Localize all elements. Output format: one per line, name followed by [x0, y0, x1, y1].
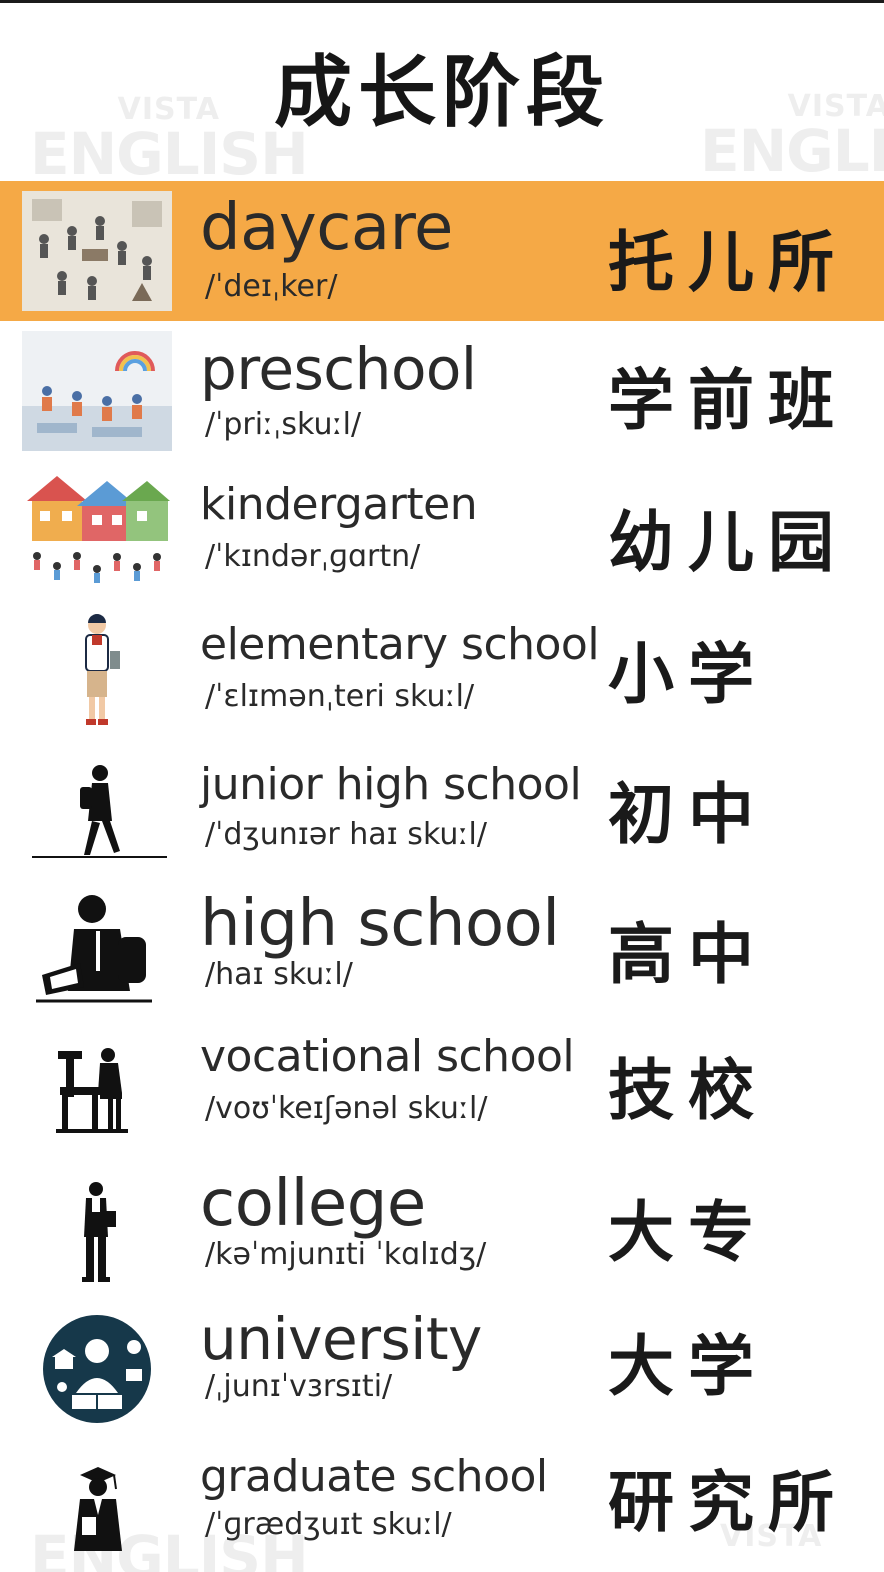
english-term: college	[200, 1167, 426, 1241]
phonetic-transcription: /ˈpriːˌskuːl/	[205, 407, 362, 442]
chinese-term: 大学	[608, 1327, 768, 1405]
machinist-icon	[22, 1031, 172, 1151]
stage-row-junior-high-school[interactable]: junior high school /ˈdʒunɪər haɪ skuːl/ …	[0, 741, 884, 881]
top-border	[0, 0, 884, 3]
watermark-logo: VISTA	[720, 1519, 823, 1554]
english-term: preschool	[200, 335, 477, 403]
phonetic-transcription: /kəˈmjunɪti ˈkɑlɪdʒ/	[205, 1237, 487, 1272]
english-term: kindergarten	[200, 479, 478, 530]
english-term: university	[200, 1305, 482, 1373]
phonetic-transcription: /voʊˈkeɪʃənəl skuːl/	[205, 1091, 488, 1126]
standing-student-icon	[22, 1171, 172, 1291]
english-term: elementary school	[200, 619, 600, 670]
stage-row-daycare[interactable]: daycare /ˈdeɪˌker/ 托儿所	[0, 181, 884, 321]
phonetic-transcription: /ˈɡrædʒuɪt skuːl/	[205, 1507, 452, 1542]
english-term: junior high school	[200, 759, 582, 810]
stage-row-kindergarten[interactable]: kindergarten /ˈkɪndərˌɡɑrtn/ 幼儿园	[0, 461, 884, 601]
stage-row-high-school[interactable]: high school /haɪ skuːl/ 高中	[0, 881, 884, 1021]
chinese-term: 幼儿园	[608, 503, 848, 581]
phonetic-transcription: /ˈdeɪˌker/	[205, 269, 338, 304]
stage-row-graduate-school[interactable]: graduate school /ˈɡrædʒuɪt skuːl/ 研究所	[0, 1441, 884, 1572]
graduate-cap-icon	[22, 1451, 172, 1571]
english-term: daycare	[200, 191, 453, 265]
phonetic-transcription: /haɪ skuːl/	[205, 957, 353, 992]
english-term: graduate school	[200, 1451, 548, 1502]
reading-student-icon	[22, 891, 172, 1011]
walking-student-icon	[22, 751, 172, 871]
daycare-illustration-icon	[22, 191, 172, 311]
chinese-term: 研究所	[608, 1463, 848, 1541]
chinese-term: 技校	[608, 1051, 768, 1129]
chinese-term: 高中	[608, 915, 768, 993]
watermark-logo: VISTA ENGLISH	[700, 89, 884, 185]
stage-row-preschool[interactable]: preschool /ˈpriːˌskuːl/ 学前班	[0, 321, 884, 461]
kindergarten-building-icon	[22, 471, 172, 591]
chinese-term: 大专	[608, 1193, 768, 1271]
stage-row-university[interactable]: university /ˌjunɪˈvɜrsɪti/ 大学	[0, 1301, 884, 1441]
stage-row-college[interactable]: college /kəˈmjunɪti ˈkɑlɪdʒ/ 大专	[0, 1161, 884, 1301]
english-term: high school	[200, 887, 560, 961]
phonetic-transcription: /ˈkɪndərˌɡɑrtn/	[205, 539, 421, 574]
page-title: 成长阶段	[273, 48, 610, 138]
phonetic-transcription: /ˌjunɪˈvɜrsɪti/	[205, 1369, 393, 1404]
stage-row-elementary-school[interactable]: elementary school /ˈɛlɪmənˌteri skuːl/ 小…	[0, 601, 884, 741]
schoolboy-icon	[22, 611, 172, 731]
preschool-classroom-icon	[22, 331, 172, 451]
watermark-logo: VISTA ENGLISH	[30, 92, 309, 188]
chinese-term: 托儿所	[608, 223, 848, 301]
chinese-term: 初中	[608, 775, 768, 853]
english-term: vocational school	[200, 1031, 575, 1082]
university-emblem-icon	[22, 1311, 172, 1431]
phonetic-transcription: /ˈɛlɪmənˌteri skuːl/	[205, 679, 475, 714]
chinese-term: 小学	[608, 635, 768, 713]
chinese-term: 学前班	[608, 361, 848, 439]
stage-row-vocational-school[interactable]: vocational school /voʊˈkeɪʃənəl skuːl/ 技…	[0, 1021, 884, 1161]
phonetic-transcription: /ˈdʒunɪər haɪ skuːl/	[205, 817, 487, 852]
